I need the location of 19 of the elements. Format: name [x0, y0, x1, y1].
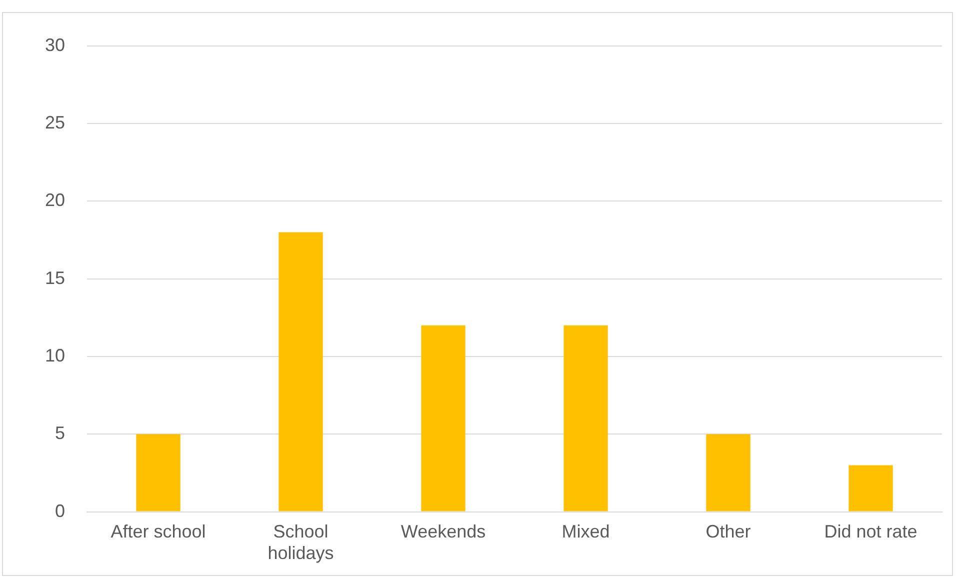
bar	[278, 232, 323, 512]
x-tick-label: Did not rate	[824, 522, 918, 542]
x-tick-label: Other	[706, 522, 751, 542]
y-tick-label: 10	[44, 345, 66, 366]
bar	[136, 434, 180, 512]
y-tick-label: 5	[55, 423, 66, 444]
x-tick-label: Mixed	[562, 522, 610, 542]
bar	[848, 465, 893, 512]
y-tick-label: 0	[55, 500, 66, 521]
bar	[564, 325, 608, 512]
x-tick-label: After school	[110, 522, 206, 542]
bar	[421, 325, 466, 512]
bar	[706, 434, 750, 512]
y-tick-label: 25	[44, 112, 66, 132]
y-tick-label: 15	[44, 268, 66, 288]
y-tick-label: 20	[44, 190, 66, 210]
x-tick-label: School holidays	[268, 522, 334, 564]
x-tick-label: Weekends	[400, 522, 486, 542]
y-tick-label: 30	[44, 34, 66, 55]
